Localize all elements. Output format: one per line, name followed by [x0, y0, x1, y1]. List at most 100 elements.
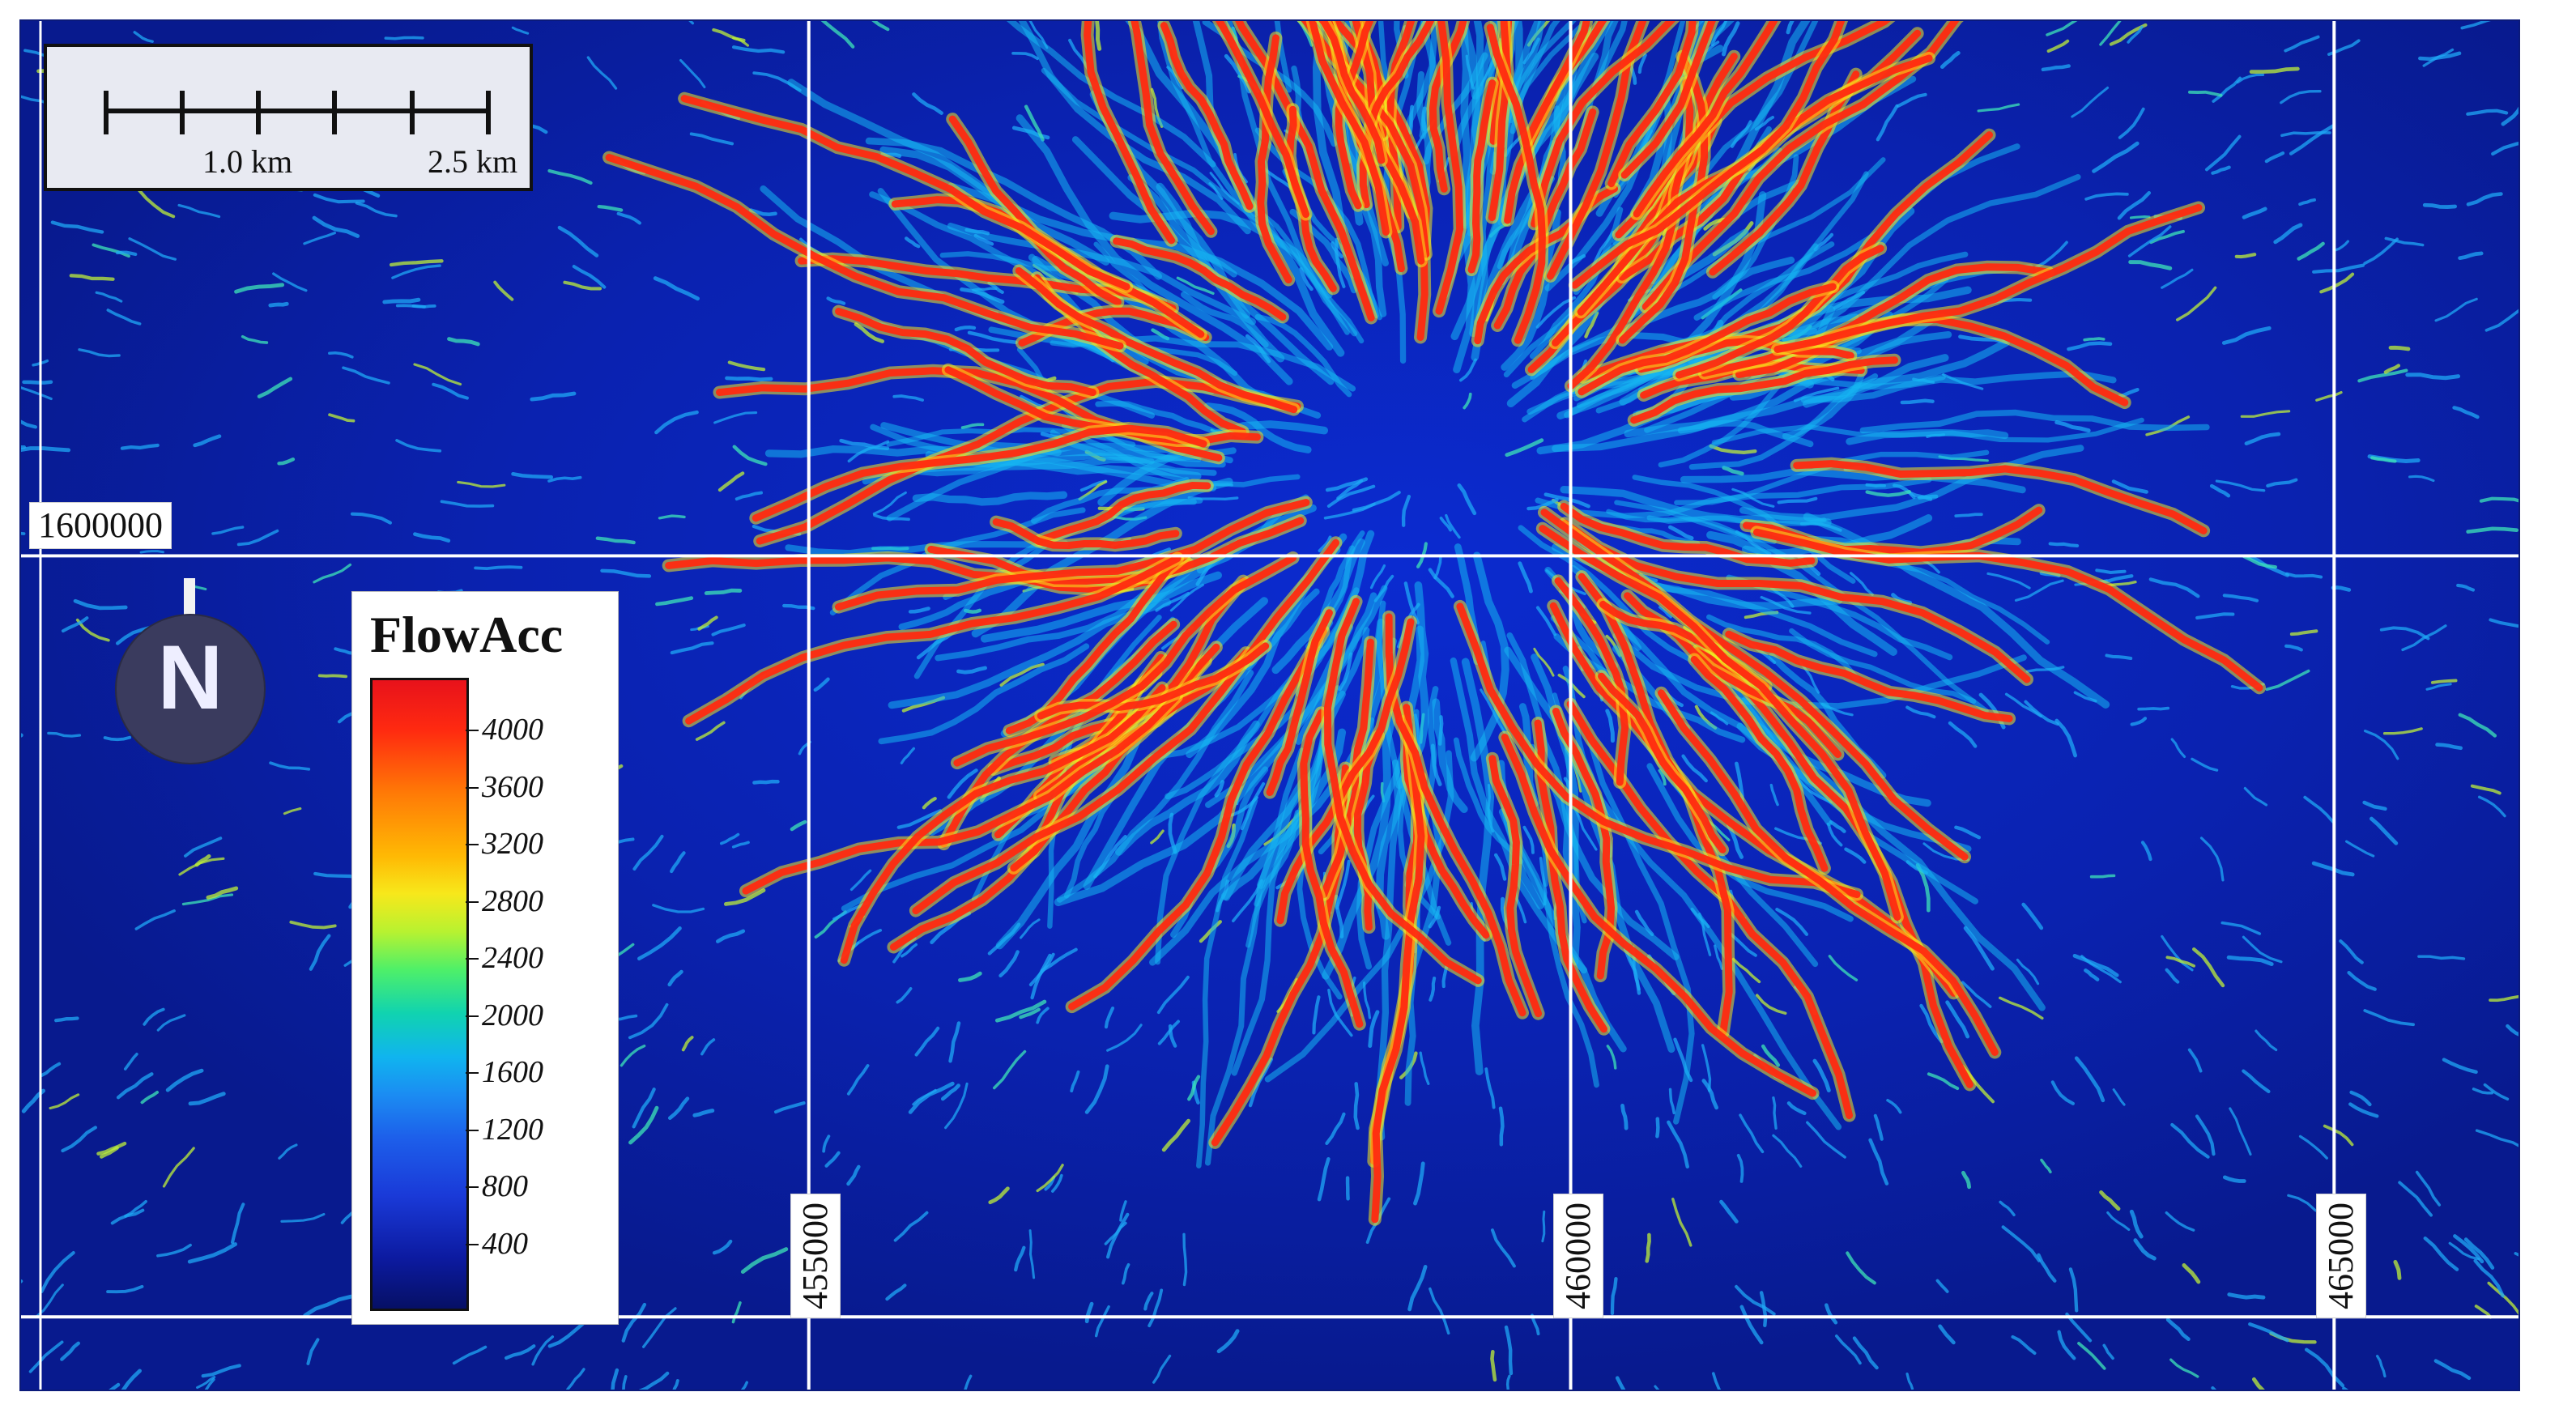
rill [2095, 568, 2127, 574]
rill [621, 1302, 647, 1343]
rill [121, 1369, 142, 1390]
rill [2370, 456, 2397, 463]
rill [2236, 73, 2265, 84]
rill [1535, 296, 1577, 329]
rill [600, 568, 652, 578]
tributary [1274, 21, 1292, 93]
rill [196, 1376, 216, 1390]
rill [1999, 1200, 2016, 1217]
rill [1873, 1113, 1884, 1141]
rill [1407, 1265, 1428, 1312]
channel [1578, 283, 1837, 396]
channel [1488, 21, 1512, 222]
rill [1484, 1067, 1496, 1109]
channel [1301, 21, 1430, 258]
rill [413, 532, 451, 543]
rill [2363, 1009, 2415, 1027]
rill [269, 761, 311, 771]
channel [1540, 509, 1969, 861]
rill [2220, 921, 2262, 935]
channel [1084, 21, 1176, 245]
rill [994, 999, 1047, 1023]
rill [2182, 1263, 2201, 1284]
rill [2089, 874, 2116, 879]
rill [2187, 1048, 2203, 1073]
rill [1028, 1229, 1036, 1279]
rill [289, 920, 337, 930]
scale-tick [486, 91, 491, 134]
rill [922, 797, 937, 810]
rill [719, 832, 740, 845]
rill [2242, 555, 2277, 569]
rill [1119, 1200, 1127, 1222]
rill [2128, 260, 2173, 270]
rill [120, 443, 160, 450]
rill [1658, 606, 1672, 619]
rill [1325, 477, 1369, 492]
rill [654, 410, 699, 435]
rill [123, 1052, 138, 1071]
rill [1518, 561, 1533, 594]
rill [328, 413, 356, 423]
tributary [1624, 354, 1949, 438]
rill [2046, 21, 2078, 36]
rill [2491, 141, 2519, 156]
rill [697, 615, 718, 631]
rill [1011, 51, 1039, 61]
rill [1214, 780, 1225, 798]
tributary [1711, 417, 2144, 445]
tributary [878, 643, 1090, 745]
channel [1657, 689, 1999, 1056]
channel [1318, 21, 1386, 164]
rill [2423, 1236, 2459, 1271]
rill [2297, 241, 2325, 261]
rill [1701, 1079, 1719, 1110]
rill [822, 1134, 831, 1153]
rill [1317, 1157, 1331, 1202]
scale-bar: 1.0 km 2.5 km [44, 44, 533, 191]
rill [1769, 783, 1779, 807]
rill [2054, 718, 2078, 758]
channel [889, 653, 1165, 951]
rill [511, 472, 554, 479]
rill [1846, 1251, 1876, 1285]
rill [940, 1083, 960, 1101]
flow-accumulation-map[interactable]: 1.0 km 2.5 km 1600000 N FlowAcc 4000 3600… [19, 19, 2520, 1391]
tributary [1800, 370, 2117, 403]
rill [1498, 1106, 1505, 1147]
rill [531, 1335, 555, 1366]
legend-tick [466, 1072, 479, 1074]
rill [2345, 840, 2375, 858]
rill [1505, 438, 1544, 458]
rill [2477, 795, 2506, 818]
rill [2072, 953, 2119, 977]
rill [1829, 819, 1846, 833]
rill [1812, 1058, 1831, 1092]
rill [99, 1146, 119, 1159]
rill [692, 1109, 715, 1117]
grid-label-easting-465000: 465000 [2316, 1194, 2366, 1318]
channel [1068, 628, 1327, 1011]
rill [493, 280, 514, 301]
channel [798, 255, 1177, 313]
channel [835, 308, 1096, 397]
rill [1522, 825, 1535, 854]
rill [1637, 53, 1647, 74]
rill [1428, 568, 1454, 598]
rill [382, 297, 421, 304]
tributary [1018, 21, 1251, 235]
legend-tick [466, 1129, 479, 1131]
tributary [1789, 628, 1977, 704]
rill [824, 1151, 841, 1168]
rill [106, 309, 142, 326]
rill [1736, 1153, 1744, 1183]
channel [1371, 704, 1425, 1224]
rill [2463, 1237, 2495, 1270]
rill [2204, 134, 2242, 172]
rill [2165, 968, 2180, 984]
rill [2092, 141, 2140, 173]
rill [956, 666, 987, 675]
rill [967, 330, 1018, 344]
rill [2298, 198, 2316, 206]
rill [2111, 479, 2148, 494]
